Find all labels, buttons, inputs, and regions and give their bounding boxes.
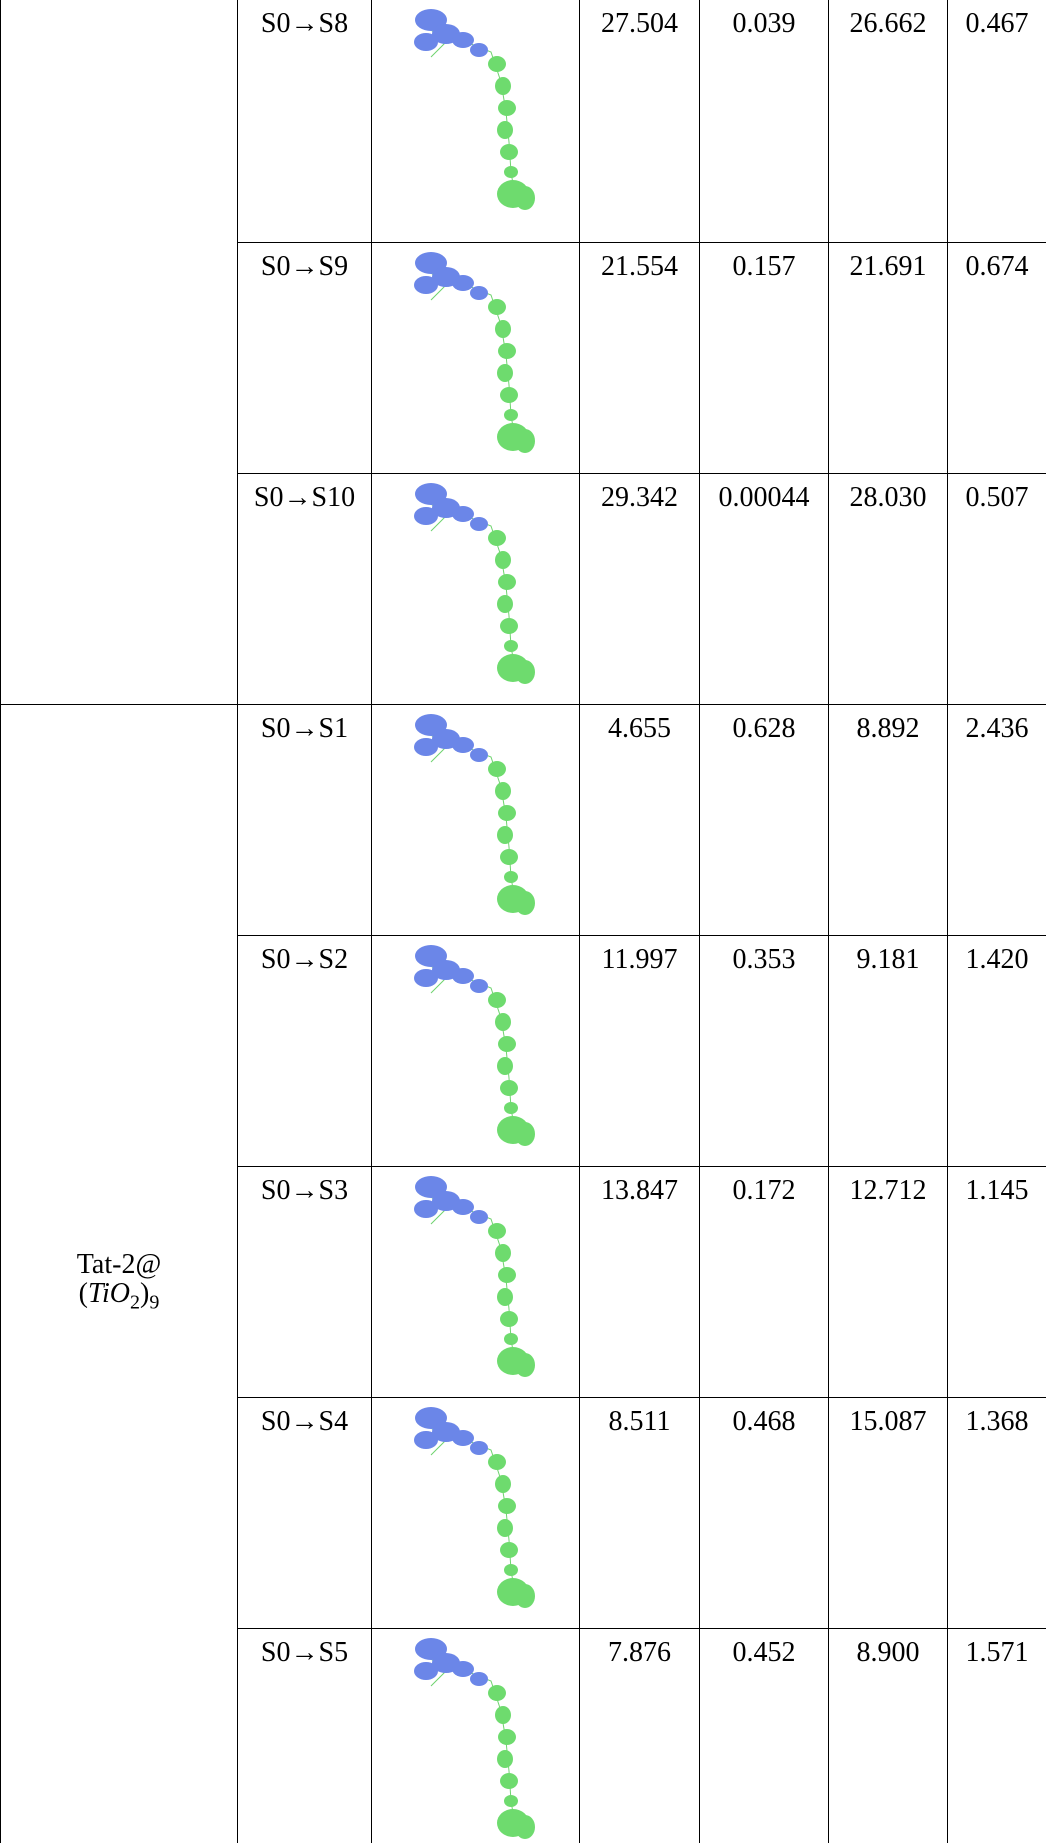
- system-cell: [0, 0, 238, 705]
- table-row: Tat-2@ (TiO2)9 S0→S1 4.655 0.628 8.892 2.436: [0, 704, 1046, 1843]
- image-cell: [371, 704, 580, 936]
- value-cell: 8.892: [828, 704, 948, 936]
- value-cell: 12.712: [828, 1166, 948, 1398]
- value-cell: 0.468: [699, 1397, 829, 1629]
- orbital-image: [413, 1176, 535, 1377]
- value-cell: 11.997: [579, 935, 700, 1167]
- value-cell: 4.655: [579, 704, 700, 936]
- formula-part: TiO: [87, 1278, 131, 1310]
- orbital-image: [413, 252, 535, 453]
- image-cell: [371, 1628, 580, 1843]
- value-cell: 8.511: [579, 1397, 700, 1629]
- image-cell: [371, 242, 580, 474]
- transition-cell: S0→S9: [237, 242, 372, 474]
- value-cell: 0.00044: [699, 473, 829, 705]
- transition-cell: S0→S2: [237, 935, 372, 1167]
- value-cell: 21.691: [828, 242, 948, 474]
- value-cell: 29.342: [579, 473, 700, 705]
- value-cell: 0.507: [947, 473, 1046, 705]
- formula-subscript: 9: [149, 1291, 160, 1314]
- value-cell: 28.030: [828, 473, 948, 705]
- formula-subscript: 2: [130, 1291, 141, 1314]
- value-cell: 0.353: [699, 935, 829, 1167]
- value-cell: 0.039: [699, 0, 829, 243]
- value-cell: 2.436: [947, 704, 1046, 936]
- value-cell: 0.467: [947, 0, 1046, 243]
- value-cell: 0.674: [947, 242, 1046, 474]
- transition-cell: S0→S8: [237, 0, 372, 243]
- system-cell: Tat-2@ (TiO2)9: [0, 704, 238, 1843]
- image-cell: [371, 1397, 580, 1629]
- orbital-image: [413, 945, 535, 1146]
- table-row: S0→S3 13.847 0.172 12.712 1.145: [1, 1166, 1046, 1398]
- transition-cell: S0→S4: [237, 1397, 372, 1629]
- value-cell: 0.157: [699, 242, 829, 474]
- transition-cell: S0→S1: [237, 704, 372, 936]
- value-cell: 1.571: [947, 1628, 1046, 1843]
- system-name: Tat-2@: [76, 1249, 162, 1280]
- table-row: S0→S5 7.876 0.452 8.900 1.571: [1, 1628, 1046, 1843]
- formula-part: ): [140, 1278, 150, 1310]
- orbital-image: [413, 483, 535, 684]
- value-cell: 9.181: [828, 935, 948, 1167]
- transition-cell: S0→S10: [237, 473, 372, 705]
- system-formula: (TiO2)9: [1, 1279, 237, 1314]
- image-cell: [371, 473, 580, 705]
- transition-cell: S0→S3: [237, 1166, 372, 1398]
- orbital-image: [413, 714, 535, 915]
- table-row: S0→S4 8.511 0.468 15.087 1.368: [1, 1397, 1046, 1629]
- image-cell: [371, 935, 580, 1167]
- image-cell: [371, 1166, 580, 1398]
- value-cell: 27.504: [579, 0, 700, 243]
- value-cell: 7.876: [579, 1628, 700, 1843]
- transition-cell: S0→S5: [237, 1628, 372, 1843]
- image-cell: [371, 0, 580, 243]
- value-cell: 1.368: [947, 1397, 1046, 1629]
- table-row: S0→S10 29.342 0.00044 28.030 0.507: [1, 473, 1046, 705]
- value-cell: 1.145: [947, 1166, 1046, 1398]
- value-cell: 15.087: [828, 1397, 948, 1629]
- orbital-image: [413, 1638, 535, 1839]
- value-cell: 1.420: [947, 935, 1046, 1167]
- value-cell: 0.628: [699, 704, 829, 936]
- orbital-image: [413, 9, 535, 210]
- value-cell: 21.554: [579, 242, 700, 474]
- value-cell: 0.452: [699, 1628, 829, 1843]
- value-cell: 0.172: [699, 1166, 829, 1398]
- value-cell: 8.900: [828, 1628, 948, 1843]
- table-row: S0→S8 27.504 0.039 26.662 0.467: [0, 0, 1046, 705]
- value-cell: 13.847: [579, 1166, 700, 1398]
- value-cell: 26.662: [828, 0, 948, 243]
- table-row: S0→S9 21.554 0.157 21.691 0.674: [1, 242, 1046, 474]
- table-row: S0→S2 11.997 0.353 9.181 1.420: [1, 935, 1046, 1167]
- formula-part: (: [78, 1278, 88, 1310]
- orbital-image: [413, 1407, 535, 1608]
